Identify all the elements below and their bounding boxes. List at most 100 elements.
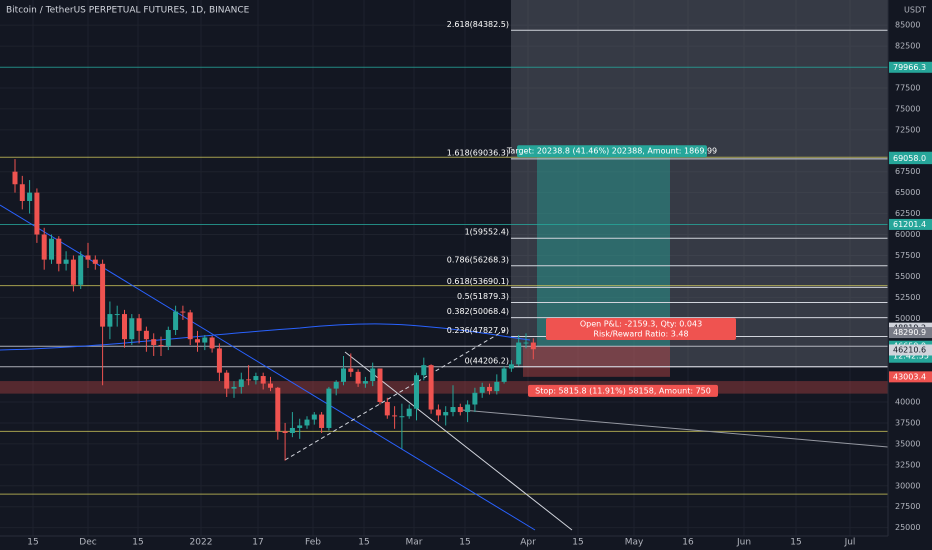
candle-body xyxy=(260,376,266,384)
price-tag xyxy=(889,218,932,230)
candle-body xyxy=(268,383,273,388)
y-tick-label: 85000 xyxy=(895,21,920,30)
candle-body xyxy=(114,314,120,316)
candle-body xyxy=(275,387,281,432)
candle-body xyxy=(19,184,25,201)
y-tick-label: 82500 xyxy=(895,42,920,51)
fib-label: 2.618(84382.5) xyxy=(447,20,509,29)
x-tick-label: Jun xyxy=(736,538,751,548)
fib-zone xyxy=(511,0,888,367)
candle-body xyxy=(41,234,47,260)
candle-body xyxy=(341,368,346,382)
moving-average xyxy=(0,323,531,351)
candle-body xyxy=(428,365,434,410)
candle-body xyxy=(392,415,398,417)
candle-body xyxy=(289,427,295,433)
candle-body xyxy=(282,431,288,433)
labels: 2.618(84382.5) 1.618(69036.3) 1(59552.4) 0.… xyxy=(447,20,736,397)
candle-body xyxy=(399,416,405,418)
y-tick-label: 32500 xyxy=(895,460,920,469)
price-tag xyxy=(889,61,932,73)
candle-body xyxy=(530,342,536,350)
price-tag xyxy=(889,344,932,356)
y-tick-label: 27500 xyxy=(895,502,920,511)
pnl-label: Open P&L: -2159.3, Qty: 0.043 xyxy=(580,320,702,329)
levels xyxy=(0,29,888,495)
candle-body xyxy=(479,386,485,393)
candle-body xyxy=(107,314,113,327)
candle-body xyxy=(253,376,259,381)
candle-body xyxy=(304,419,310,426)
x-tick-label: 15 xyxy=(790,538,801,548)
y-tick-label: 40000 xyxy=(895,398,920,407)
candle-body xyxy=(216,348,222,373)
candle-body xyxy=(421,365,427,376)
candle-body xyxy=(195,339,200,343)
candle-body xyxy=(501,368,507,382)
candles xyxy=(12,159,536,461)
x-tick-label: Dec xyxy=(79,538,96,548)
candle-body xyxy=(187,312,193,340)
candle-body xyxy=(333,381,339,389)
trend-line xyxy=(344,351,573,531)
candle-body xyxy=(209,337,215,349)
candle-body xyxy=(406,408,412,417)
candle-body xyxy=(63,259,69,264)
candle-body xyxy=(384,402,390,416)
chart-title: Bitcoin / TetherUS PERPETUAL FUTURES, 1D… xyxy=(6,6,250,16)
candle-body xyxy=(12,171,18,185)
x-tick-label: 15 xyxy=(459,538,470,548)
grid xyxy=(0,0,888,536)
fib-label: 0.236(47827.9) xyxy=(447,326,509,335)
candle-body xyxy=(129,318,135,340)
y-tick-label: 65000 xyxy=(895,188,920,197)
fib-label: 0(44206.2) xyxy=(465,356,509,365)
candle-body xyxy=(362,381,368,384)
fib-label: 0.786(56268.3) xyxy=(447,255,509,264)
y-tick-label: 62500 xyxy=(895,209,920,218)
candle-body xyxy=(173,311,179,330)
candle-body xyxy=(70,259,76,285)
y-tick-label: 77500 xyxy=(895,83,920,92)
candle-body xyxy=(34,192,40,235)
y-tick-label: 52500 xyxy=(895,293,920,302)
candle-body xyxy=(311,414,317,420)
y-tick-label: 30000 xyxy=(895,481,920,490)
candle-body xyxy=(450,407,456,413)
candle-body xyxy=(143,330,149,340)
candle-body xyxy=(165,329,171,346)
trend-line xyxy=(461,409,889,448)
stop-label: Stop: 5815.8 (11.91%) 58158, Amount: 750 xyxy=(535,386,711,395)
stop-label-box xyxy=(528,384,718,397)
x-tick-label: May xyxy=(625,538,644,548)
candle-body xyxy=(224,372,230,389)
fib-label: 0.5(51879.3) xyxy=(457,292,509,301)
candle-body xyxy=(414,375,419,409)
price-tag xyxy=(889,371,932,383)
candle-body xyxy=(78,255,84,285)
x-tick-label: Apr xyxy=(520,538,536,548)
x-tick-label: 15 xyxy=(572,538,583,548)
x-tick-label: 16 xyxy=(682,538,694,548)
fib-label: 1(59552.4) xyxy=(465,228,509,237)
candle-body xyxy=(158,345,164,347)
candle-body xyxy=(355,371,361,384)
candle-body xyxy=(27,192,33,201)
candle-body xyxy=(457,407,463,413)
candle-body xyxy=(443,412,449,416)
candle-body xyxy=(231,386,237,389)
candle-body xyxy=(136,318,142,331)
y-tick-label: 37500 xyxy=(895,418,920,427)
y-tick-label: 72500 xyxy=(895,125,920,134)
price-tag-label: 46210.6 xyxy=(893,345,926,354)
candle-body xyxy=(494,381,500,392)
candle-body xyxy=(56,238,62,264)
candle-body xyxy=(85,255,91,260)
price-tag-label: 79966.3 xyxy=(893,63,926,72)
trend-line xyxy=(284,329,506,461)
y-tick-label: 67500 xyxy=(895,167,920,176)
candle-body xyxy=(523,342,529,344)
candle-body xyxy=(151,339,157,346)
target-label: Target: 20238.8 (41.46%) 202388, Amount:… xyxy=(506,147,717,156)
